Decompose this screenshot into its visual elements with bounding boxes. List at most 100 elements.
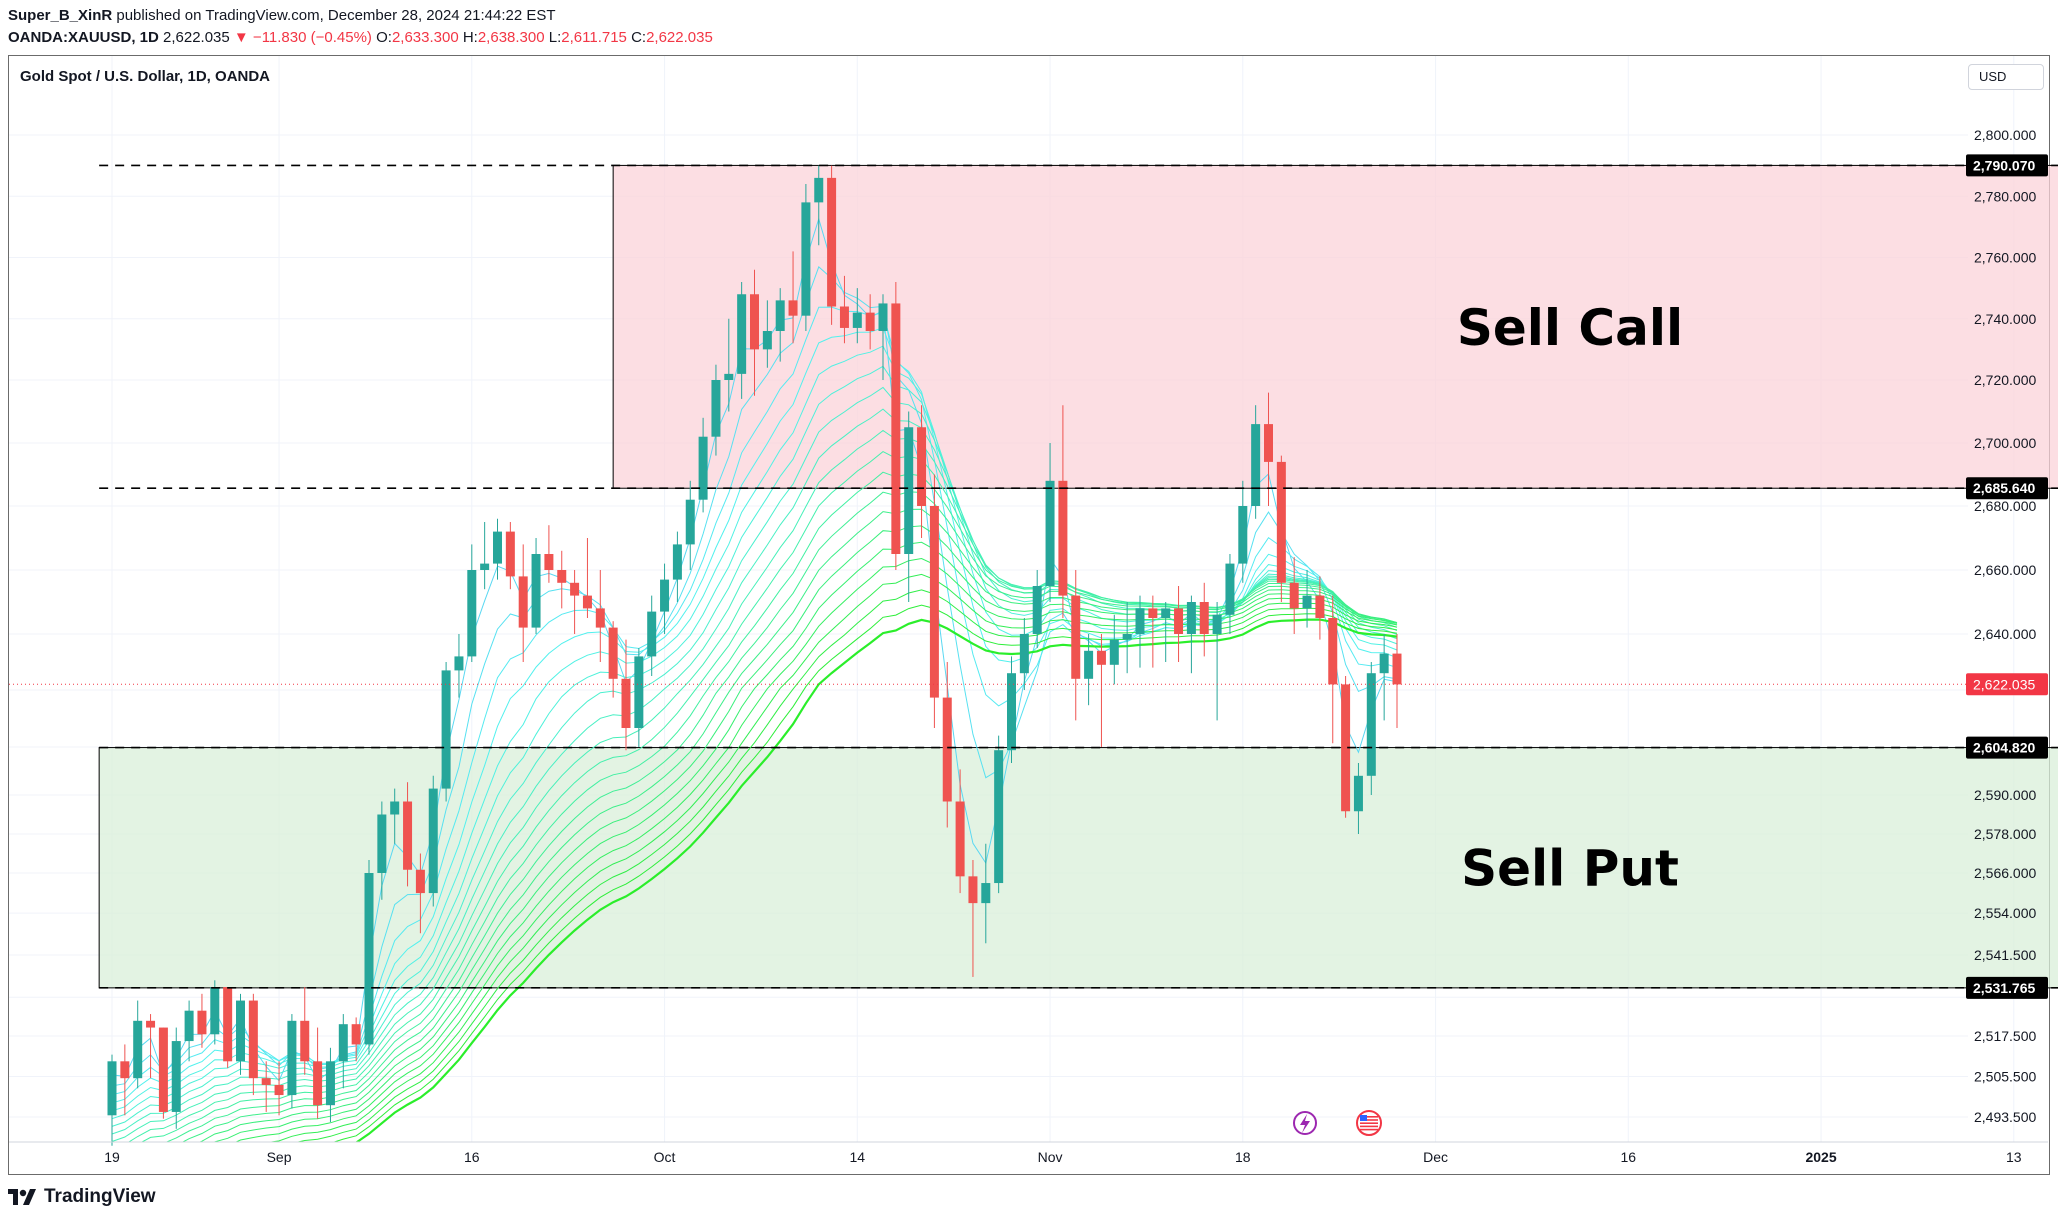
candle-body[interactable]	[158, 1027, 168, 1112]
candle-body[interactable]	[814, 177, 824, 203]
candle-body[interactable]	[1366, 673, 1376, 776]
candle-body[interactable]	[1379, 653, 1389, 674]
candle-body[interactable]	[737, 294, 747, 374]
candle-body[interactable]	[403, 801, 413, 870]
candle-body[interactable]	[582, 595, 592, 609]
candle-body[interactable]	[1032, 586, 1042, 634]
candle-body[interactable]	[647, 611, 657, 657]
candle-body[interactable]	[1071, 595, 1081, 679]
candle-body[interactable]	[544, 554, 554, 570]
candle-body[interactable]	[1289, 582, 1299, 609]
candle-body[interactable]	[724, 373, 734, 380]
candle-body[interactable]	[1392, 653, 1402, 685]
candle-body[interactable]	[942, 697, 952, 802]
candle-body[interactable]	[1109, 639, 1119, 665]
candle-body[interactable]	[1328, 618, 1338, 685]
candle-body[interactable]	[904, 427, 914, 554]
candle-body[interactable]	[660, 579, 670, 612]
candle-body[interactable]	[415, 869, 425, 894]
author-name[interactable]: Super_B_XinR	[8, 7, 113, 24]
candle-body[interactable]	[1174, 608, 1184, 634]
candle-body[interactable]	[1276, 461, 1286, 583]
candle-body[interactable]	[1225, 563, 1235, 615]
candle-body[interactable]	[171, 1041, 181, 1112]
candle-body[interactable]	[274, 1084, 284, 1096]
candle-body[interactable]	[878, 303, 888, 331]
chart-frame[interactable]	[8, 55, 2050, 1175]
candle-body[interactable]	[557, 570, 567, 583]
candle-body[interactable]	[518, 576, 528, 628]
candle-body[interactable]	[364, 873, 374, 1045]
candle-body[interactable]	[698, 436, 708, 500]
candle-body[interactable]	[146, 1020, 156, 1028]
candle-body[interactable]	[1019, 634, 1029, 674]
candle-body[interactable]	[570, 582, 580, 596]
candle-body[interactable]	[839, 306, 849, 328]
candle-body[interactable]	[775, 300, 785, 331]
candle-body[interactable]	[133, 1020, 143, 1079]
candle-body[interactable]	[595, 608, 605, 628]
candle-body[interactable]	[750, 294, 759, 350]
candle-body[interactable]	[865, 312, 875, 331]
candle-body[interactable]	[390, 801, 400, 815]
candle-body[interactable]	[1161, 608, 1171, 618]
candle-body[interactable]	[1238, 506, 1248, 564]
candle-body[interactable]	[1251, 424, 1261, 506]
candle-body[interactable]	[505, 531, 515, 577]
candle-body[interactable]	[493, 531, 502, 564]
candle-body[interactable]	[685, 499, 695, 545]
candle-body[interactable]	[762, 331, 772, 350]
candle-body[interactable]	[210, 987, 220, 1035]
candle-body[interactable]	[1199, 602, 1209, 634]
candle-body[interactable]	[711, 380, 721, 437]
candle-body[interactable]	[107, 1061, 117, 1116]
candle-body[interactable]	[1302, 595, 1312, 609]
candle-body[interactable]	[788, 300, 798, 316]
candle-body[interactable]	[852, 312, 862, 328]
candle-body[interactable]	[608, 627, 618, 679]
candle-body[interactable]	[917, 427, 927, 506]
tradingview-logo[interactable]: TradingView	[8, 1186, 156, 1208]
candle-body[interactable]	[325, 1061, 335, 1106]
candle-body[interactable]	[1212, 614, 1222, 634]
candle-body[interactable]	[480, 563, 490, 570]
candle-body[interactable]	[1122, 634, 1132, 640]
candle-body[interactable]	[1341, 684, 1351, 812]
candle-body[interactable]	[1148, 608, 1158, 618]
candle-body[interactable]	[531, 554, 541, 628]
candle-body[interactable]	[1264, 424, 1273, 462]
candle-body[interactable]	[827, 177, 837, 307]
candle-body[interactable]	[351, 1024, 361, 1045]
candle-body[interactable]	[300, 1020, 310, 1062]
candle-body[interactable]	[672, 544, 682, 580]
candle-body[interactable]	[1096, 650, 1106, 665]
candle-body[interactable]	[248, 1000, 258, 1079]
candle-body[interactable]	[377, 814, 387, 874]
candle-body[interactable]	[621, 678, 631, 728]
candle-body[interactable]	[955, 801, 965, 877]
candle-body[interactable]	[968, 876, 978, 904]
candle-body[interactable]	[634, 656, 644, 728]
candle-body[interactable]	[1135, 608, 1145, 634]
candle-body[interactable]	[313, 1061, 323, 1106]
candle-body[interactable]	[1315, 595, 1325, 618]
candle-body[interactable]	[261, 1078, 271, 1085]
candle-body[interactable]	[1058, 480, 1068, 596]
candle-body[interactable]	[1007, 673, 1016, 751]
currency-button[interactable]: USD	[1968, 64, 2044, 90]
candle-body[interactable]	[338, 1024, 348, 1062]
candle-body[interactable]	[287, 1020, 297, 1096]
candle-body[interactable]	[428, 788, 438, 894]
candle-body[interactable]	[801, 202, 811, 316]
candle-body[interactable]	[236, 1000, 245, 1062]
candle-body[interactable]	[891, 303, 901, 554]
candle-body[interactable]	[994, 750, 1004, 884]
candle-body[interactable]	[454, 656, 464, 671]
candle-body[interactable]	[184, 1010, 194, 1042]
candle-body[interactable]	[981, 883, 991, 904]
candle-body[interactable]	[1353, 775, 1363, 812]
candle-body[interactable]	[467, 570, 477, 657]
candle-body[interactable]	[1084, 650, 1094, 679]
candle-body[interactable]	[120, 1061, 130, 1079]
